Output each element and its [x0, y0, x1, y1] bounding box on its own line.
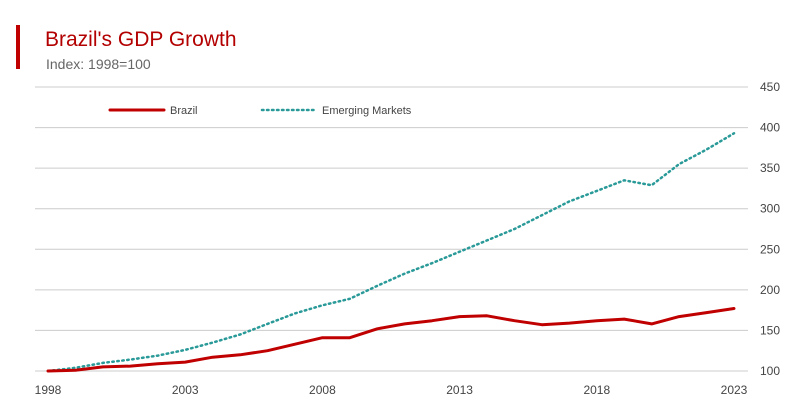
chart-title: Brazil's GDP Growth — [45, 28, 237, 51]
y-tick-label-400: 400 — [760, 121, 780, 135]
x-tick-label-2008: 2008 — [309, 383, 336, 397]
x-tick-label-2018: 2018 — [583, 383, 610, 397]
chart-subtitle: Index: 1998=100 — [46, 56, 151, 72]
series-lines — [46, 132, 736, 373]
series-line-brazil — [46, 307, 736, 373]
y-tick-label-350: 350 — [760, 161, 780, 175]
legend-label-emerging-markets: Emerging Markets — [322, 105, 412, 117]
legend: Brazil Emerging Markets — [108, 105, 412, 117]
x-tick-label-2023: 2023 — [721, 383, 748, 397]
y-tick-label-450: 450 — [760, 80, 780, 94]
x-axis-tick-labels: 1998 2003 2008 2013 2018 2023 — [35, 383, 748, 397]
y-tick-label-300: 300 — [760, 202, 780, 216]
x-tick-label-1998: 1998 — [35, 383, 62, 397]
x-tick-label-2003: 2003 — [172, 383, 199, 397]
y-tick-label-150: 150 — [760, 323, 780, 337]
y-tick-label-200: 200 — [760, 283, 780, 297]
grid-lines — [35, 86, 748, 372]
y-tick-label-250: 250 — [760, 242, 780, 256]
series-line-emerging-markets — [46, 132, 736, 373]
y-tick-label-100: 100 — [760, 364, 780, 378]
title-accent-bar — [16, 25, 20, 69]
y-axis-tick-labels: 100 150 200 250 300 350 400 450 — [760, 80, 780, 378]
legend-label-brazil: Brazil — [170, 105, 198, 117]
x-tick-label-2013: 2013 — [446, 383, 473, 397]
